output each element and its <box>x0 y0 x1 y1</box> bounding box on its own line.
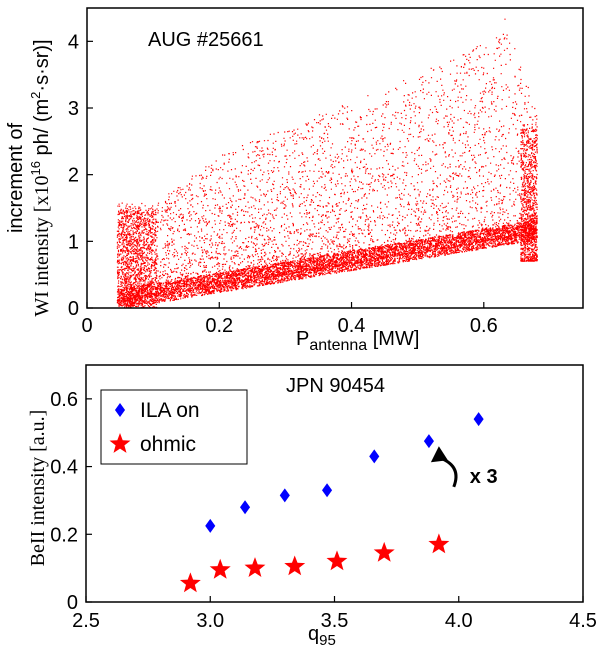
top-scatter-cloud <box>116 18 538 309</box>
legend-diamond <box>114 403 126 417</box>
legend-label-ohmic: ohmic <box>140 433 196 456</box>
top-chart: 0 0.2 0.4 0.6 0 1 2 3 4 AUG #25661 Pantenna [MW… <box>5 7 584 354</box>
top-y-axis-label-suffix: ph/ (m <box>31 99 53 161</box>
top-x-tick-label: 0.6 <box>470 315 498 337</box>
top-y-axis-label-sup2: 2 <box>28 92 43 99</box>
ohmic-point <box>209 558 231 579</box>
bottom-x-tick-label: 4.0 <box>445 610 473 632</box>
ila-on-point <box>240 500 251 515</box>
bottom-legend: ILA on ohmic <box>100 389 248 465</box>
bottom-x-axis-label: q95 <box>308 623 336 649</box>
ohmic-point <box>428 533 450 554</box>
top-scatter-points <box>116 18 538 309</box>
annotation-arrow-head <box>430 446 448 463</box>
ohmic-point <box>179 572 201 593</box>
top-y-tick-label: 0 <box>68 298 79 320</box>
annotation-label: x 3 <box>470 466 498 488</box>
bottom-x-tick-label: 3.5 <box>321 610 349 632</box>
top-x-axis-label-main: P <box>296 328 309 350</box>
top-chart-title: AUG #25661 <box>148 29 264 51</box>
top-plot-frame <box>86 7 584 309</box>
top-y-axis-label-end: ·s·sr)] <box>31 39 53 91</box>
bottom-scatter-points <box>179 412 484 593</box>
bottom-y-tick-label: 0.2 <box>50 524 78 546</box>
top-x-axis-label-unit: [MW] <box>367 328 419 350</box>
top-y-tick-label: 1 <box>68 231 79 253</box>
top-x-tick-label: 0.4 <box>338 315 366 337</box>
legend-marker-ila-on <box>114 403 126 417</box>
ila-on-point <box>322 483 333 498</box>
bottom-y-tick-label: 0.4 <box>50 457 78 479</box>
top-y-tick-label: 3 <box>68 98 79 120</box>
ohmic-point <box>244 557 266 577</box>
bottom-y-tick-label: 0.6 <box>50 389 78 411</box>
bottom-x-tick-label: 4.5 <box>569 610 597 632</box>
top-x-axis-label-sub: antenna <box>309 337 367 354</box>
ohmic-point <box>326 550 348 571</box>
legend-star <box>109 433 131 453</box>
legend-label-ila-on: ILA on <box>140 399 200 422</box>
top-x-tick-label: 0.2 <box>205 315 233 337</box>
bottom-x-axis-label-main: q <box>308 623 319 645</box>
bottom-y-tick-label: 0 <box>67 592 78 614</box>
bottom-chart: 2.5 3.0 3.5 4.0 4.5 0 0.2 0.4 0.6 JPN 90454 q95… <box>27 364 597 649</box>
bottom-chart-title: JPN 90454 <box>286 375 385 397</box>
top-y-tick-label: 4 <box>68 31 79 53</box>
ila-on-point <box>369 449 380 464</box>
ila-on-point <box>423 434 434 449</box>
top-y-axis-label-prefix: WI intensity [x10 <box>31 176 53 317</box>
top-x-axis-label: Pantenna [MW] <box>296 328 419 354</box>
bottom-x-tick-label: 2.5 <box>72 610 100 632</box>
top-x-tick-label: 0 <box>81 315 92 337</box>
top-y-axis-label-line1: increment of <box>5 123 27 233</box>
top-y-axis-label: increment of WI intensity [x1016 ph/ (m2… <box>5 39 53 316</box>
top-x-axis: 0 0.2 0.4 0.6 <box>81 302 498 337</box>
bottom-x-axis: 2.5 3.0 3.5 4.0 4.5 <box>72 596 597 632</box>
ila-on-point <box>473 412 484 427</box>
top-y-axis: 0 1 2 3 4 <box>68 31 93 320</box>
annotation-arrow <box>440 456 458 488</box>
bottom-x-tick-label: 3.0 <box>196 610 224 632</box>
bottom-x-axis-label-sub: 95 <box>319 632 336 649</box>
bottom-y-axis: 0 0.2 0.4 0.6 <box>50 389 92 614</box>
top-y-tick-label: 2 <box>68 165 79 187</box>
bottom-y-axis-label: BeII intensity [a.u.] <box>27 410 49 567</box>
ohmic-point <box>373 541 395 562</box>
ila-on-point <box>205 518 216 533</box>
top-y-axis-label-sup: 16 <box>28 161 43 175</box>
legend-marker-ohmic <box>109 433 131 453</box>
top-y-axis-label-line2: WI intensity [x1016 ph/ (m2·s·sr)] <box>28 39 53 316</box>
ohmic-point <box>284 555 306 576</box>
ila-on-point <box>279 488 290 503</box>
